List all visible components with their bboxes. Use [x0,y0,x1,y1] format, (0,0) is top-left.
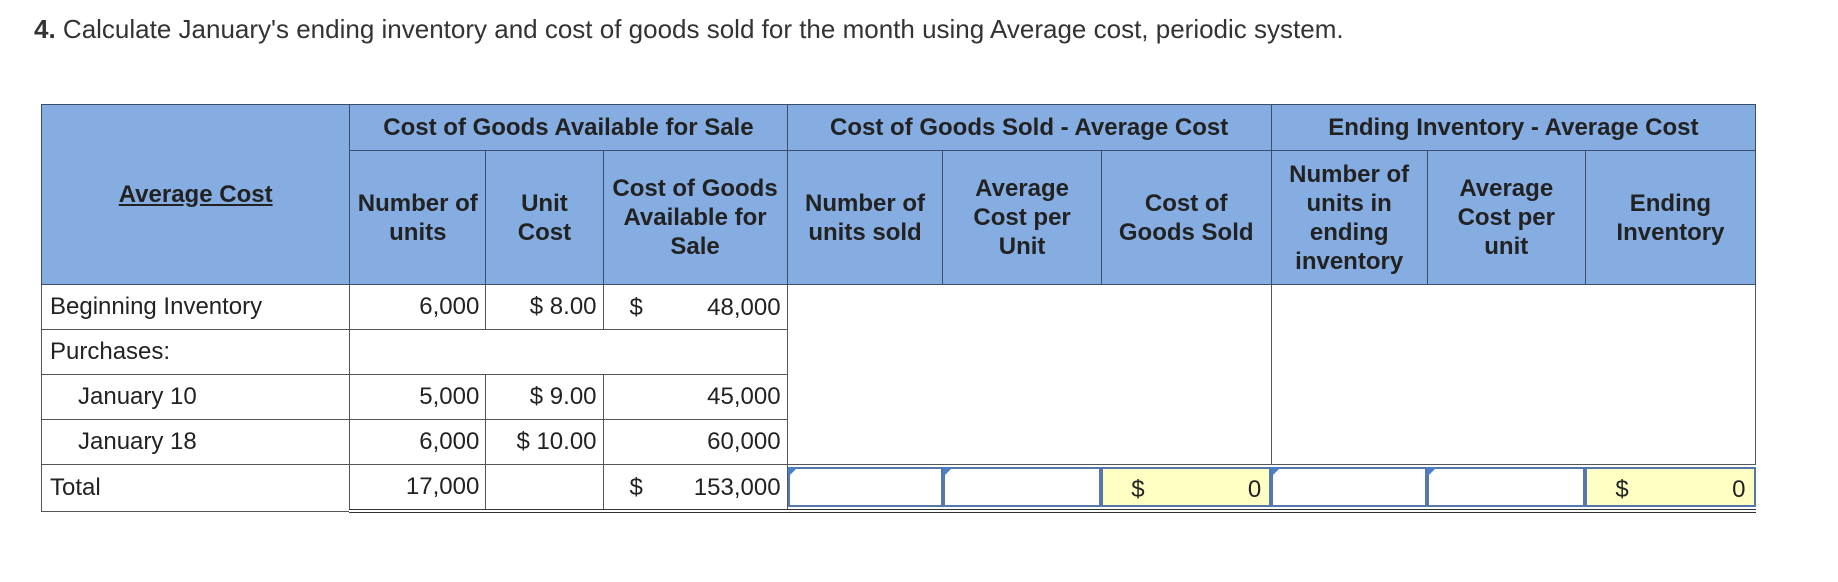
jan10-cost: 45,000 [602,374,788,420]
ending-total-value: 0 [1732,476,1746,503]
row-label-jan18: January 18 [40,419,351,465]
avg-cost-per-unit-ending-input[interactable] [1427,467,1586,507]
corner-label: Average Cost [118,180,273,208]
jan10-unit-cost: $ 9.00 [485,374,604,420]
col-unit-cost: Unit Cost [485,150,604,285]
col-ending-inventory: Ending Inventory [1584,150,1757,285]
row-label-total: Total [40,464,351,512]
ending-total-cell: $ 0 [1585,464,1756,513]
jan18-unit-cost: $ 10.00 [485,419,604,465]
col-avg-cost-per-unit: Average Cost per Unit [942,150,1102,285]
jan10-units: 5,000 [349,374,487,420]
cogs-total-value: 0 [1247,476,1262,503]
units-in-ending-input[interactable] [1271,467,1428,507]
total-cost: $ 153,000 [602,464,788,513]
table-row-total: Total 17,000 $ 153,000 $ 0 $ 0 [40,464,1756,513]
total-cost-value: 153,000 [693,474,781,501]
header-ending-average: Ending Inventory - Average Cost [1270,104,1757,151]
col-cost-of-goods-sold: Cost of Goods Sold [1100,150,1272,285]
col-cost-available: Cost of Goods Available for Sale [602,150,788,285]
row-label-purchases: Purchases: [40,329,351,375]
cogs-total-cell: $ 0 [1101,464,1272,513]
total-units: 17,000 [349,464,487,513]
corner-header: Average Cost [40,104,351,285]
units-sold-input[interactable] [787,467,943,507]
question-body: Calculate January's ending inventory and… [62,14,1344,44]
beginning-unit-cost: $ 8.00 [485,284,604,330]
row-label-beginning: Beginning Inventory [40,284,351,330]
beginning-cost-value: 48,000 [707,294,781,321]
table-row-jan10: January 10 5,000 $ 9.00 45,000 [40,374,1756,420]
header-cogs-average: Cost of Goods Sold - Average Cost [786,104,1272,151]
col-avg-cost-per-unit-ending: Average Cost per unit [1426,150,1586,285]
jan18-cost: 60,000 [602,419,788,465]
table-row-jan18: January 18 6,000 $ 10.00 60,000 [40,419,1756,465]
col-units-sold: Number of units sold [786,150,944,285]
total-cost-currency: $ [629,474,643,501]
question-text: 4. Calculate January's ending inventory … [34,14,1344,45]
ending-total-currency: $ [1615,476,1629,503]
question-number: 4. [34,14,56,44]
avg-cost-per-unit-input[interactable] [942,467,1102,507]
col-units-in-ending: Number of units in ending inventory [1270,150,1428,285]
avg-cost-ending-cell [1427,464,1586,513]
units-ending-cell [1271,464,1428,513]
cogs-total-field: $ 0 [1101,467,1272,507]
beginning-units: 6,000 [349,284,487,330]
units-sold-cell [787,464,943,513]
purchases-blank [349,329,788,375]
average-cost-table: Average Cost Cost of Goods Available for… [40,104,1757,513]
jan18-units: 6,000 [349,419,487,465]
beginning-cost: $ 48,000 [602,284,788,330]
table-row-purchases: Purchases: [40,329,1756,375]
total-unit-cost-blank [485,464,604,513]
row-label-jan10: January 10 [40,374,351,420]
header-available-for-sale: Cost of Goods Available for Sale [349,104,788,151]
ending-inventory-total-field: $ 0 [1585,467,1756,507]
col-number-of-units: Number of units [349,150,487,285]
avg-cost-per-unit-cell [942,464,1102,513]
table-row-beginning: Beginning Inventory 6,000 $ 8.00 $ 48,00… [40,284,1757,465]
cogs-empty-area [786,284,1272,465]
beginning-cost-currency: $ [629,294,643,321]
ending-empty-area [1270,284,1757,465]
cogs-total-currency: $ [1131,476,1145,503]
